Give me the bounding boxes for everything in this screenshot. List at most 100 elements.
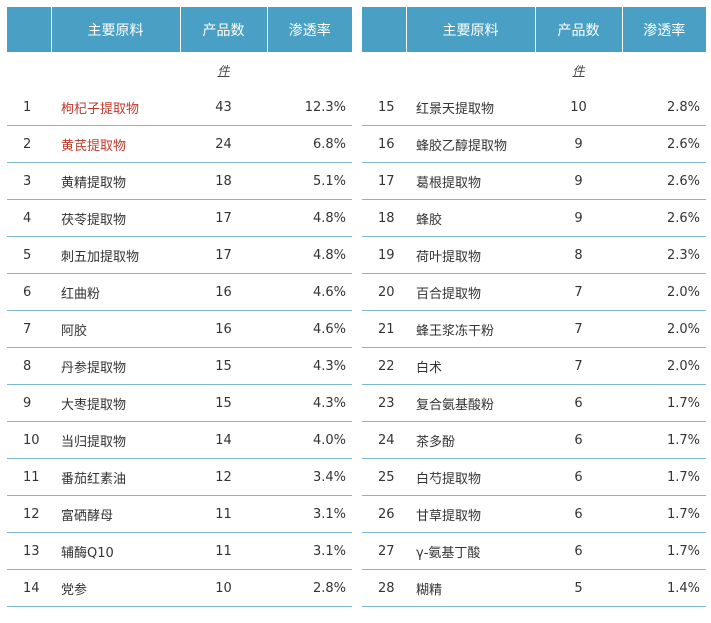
product-count: 15 (180, 347, 267, 385)
product-count: 12 (180, 458, 267, 496)
table-row: 13 辅酶Q10 11 3.1% (7, 532, 352, 570)
penetration-rate: 4.8% (267, 236, 352, 274)
row-index: 13 (7, 532, 51, 570)
penetration-rate: 1.7% (622, 421, 706, 459)
penetration-rate: 1.7% (622, 532, 706, 570)
penetration-rate: 12.3% (267, 89, 352, 126)
row-index: 10 (7, 421, 51, 459)
ingredient-name: 荷叶提取物 (406, 236, 535, 274)
penetration-rate: 2.0% (622, 273, 706, 311)
product-count: 6 (535, 495, 622, 533)
row-index: 26 (362, 495, 406, 533)
ingredient-table-right: 主要原料 产品数 渗透率 件 15 红景天提取物 10 2.8% 16 蜂胶乙醇提取物 9 2… (362, 7, 706, 607)
table-row: 26 甘草提取物 6 1.7% (362, 495, 706, 533)
table-row: 22 白术 7 2.0% (362, 347, 706, 385)
ingredient-name: 大枣提取物 (51, 384, 180, 422)
row-index: 8 (7, 347, 51, 385)
table-row: 9 大枣提取物 15 4.3% (7, 384, 352, 422)
ingredient-name: 蜂胶 (406, 199, 535, 237)
product-count: 6 (535, 532, 622, 570)
product-count: 7 (535, 273, 622, 311)
row-index: 7 (7, 310, 51, 348)
row-index: 23 (362, 384, 406, 422)
penetration-rate: 6.8% (267, 125, 352, 163)
header-index (7, 7, 51, 52)
ingredient-name: 白术 (406, 347, 535, 385)
penetration-rate: 3.1% (267, 532, 352, 570)
ingredient-name: 复合氨基酸粉 (406, 384, 535, 422)
ingredient-name: 枸杞子提取物 (51, 89, 180, 126)
table-row: 24 茶多酚 6 1.7% (362, 421, 706, 459)
penetration-rate: 3.1% (267, 495, 352, 533)
ingredient-name: 甘草提取物 (406, 495, 535, 533)
table-row: 17 葛根提取物 9 2.6% (362, 162, 706, 200)
table-header-row: 主要原料 产品数 渗透率 (7, 7, 352, 52)
product-count: 11 (180, 532, 267, 570)
ingredient-name: 阿胶 (51, 310, 180, 348)
header-main-ingredient: 主要原料 (405, 7, 535, 52)
product-count: 14 (180, 421, 267, 459)
table-row: 16 蜂胶乙醇提取物 9 2.6% (362, 125, 706, 163)
ingredient-name: 百合提取物 (406, 273, 535, 311)
ingredient-name: 蜂王浆冻干粉 (406, 310, 535, 348)
table-row: 10 当归提取物 14 4.0% (7, 421, 352, 459)
ingredient-name: 刺五加提取物 (51, 236, 180, 274)
row-index: 25 (362, 458, 406, 496)
unit-label: 件 (217, 64, 230, 78)
penetration-rate: 2.6% (622, 199, 706, 237)
header-index (362, 7, 406, 52)
penetration-rate: 4.3% (267, 347, 352, 385)
header-penetration-rate: 渗透率 (266, 7, 352, 52)
ingredient-name: 当归提取物 (51, 421, 180, 459)
row-index: 2 (7, 125, 51, 163)
row-index: 28 (362, 569, 406, 607)
table-row: 11 番茄红素油 12 3.4% (7, 458, 352, 496)
table-row: 7 阿胶 16 4.6% (7, 310, 352, 348)
row-index: 15 (362, 89, 406, 126)
row-index: 6 (7, 273, 51, 311)
row-index: 11 (7, 458, 51, 496)
product-count: 17 (180, 199, 267, 237)
table-row: 8 丹参提取物 15 4.3% (7, 347, 352, 385)
product-count: 5 (535, 569, 622, 607)
table-row: 23 复合氨基酸粉 6 1.7% (362, 384, 706, 422)
ingredient-name: γ-氨基丁酸 (406, 532, 535, 570)
row-index: 4 (7, 199, 51, 237)
product-count: 16 (180, 273, 267, 311)
row-index: 20 (362, 273, 406, 311)
table-row: 5 刺五加提取物 17 4.8% (7, 236, 352, 274)
table-row: 27 γ-氨基丁酸 6 1.7% (362, 532, 706, 570)
row-index: 3 (7, 162, 51, 200)
ingredient-name: 茶多酚 (406, 421, 535, 459)
table-row: 3 黄精提取物 18 5.1% (7, 162, 352, 200)
row-index: 18 (362, 199, 406, 237)
row-index: 1 (7, 89, 51, 126)
ingredient-name: 糊精 (406, 569, 535, 607)
product-count: 8 (535, 236, 622, 274)
penetration-rate: 2.3% (622, 236, 706, 274)
table-row: 19 荷叶提取物 8 2.3% (362, 236, 706, 274)
product-count: 18 (180, 162, 267, 200)
table-row: 18 蜂胶 9 2.6% (362, 199, 706, 237)
product-count: 24 (180, 125, 267, 163)
product-count: 17 (180, 236, 267, 274)
table-row: 20 百合提取物 7 2.0% (362, 273, 706, 311)
unit-row: 件 (362, 52, 706, 89)
table-row: 2 黄芪提取物 24 6.8% (7, 125, 352, 163)
product-count: 9 (535, 125, 622, 163)
product-count: 10 (180, 569, 267, 607)
product-count: 7 (535, 347, 622, 385)
unit-label: 件 (572, 64, 585, 78)
product-count: 7 (535, 310, 622, 348)
ingredient-name: 番茄红素油 (51, 458, 180, 496)
penetration-rate: 2.6% (622, 162, 706, 200)
row-index: 27 (362, 532, 406, 570)
penetration-rate: 1.7% (622, 384, 706, 422)
penetration-rate: 2.0% (622, 310, 706, 348)
header-main-ingredient: 主要原料 (50, 7, 180, 52)
row-index: 16 (362, 125, 406, 163)
row-index: 9 (7, 384, 51, 422)
ingredient-name: 红景天提取物 (406, 89, 535, 126)
ingredient-name: 黄精提取物 (51, 162, 180, 200)
row-index: 19 (362, 236, 406, 274)
